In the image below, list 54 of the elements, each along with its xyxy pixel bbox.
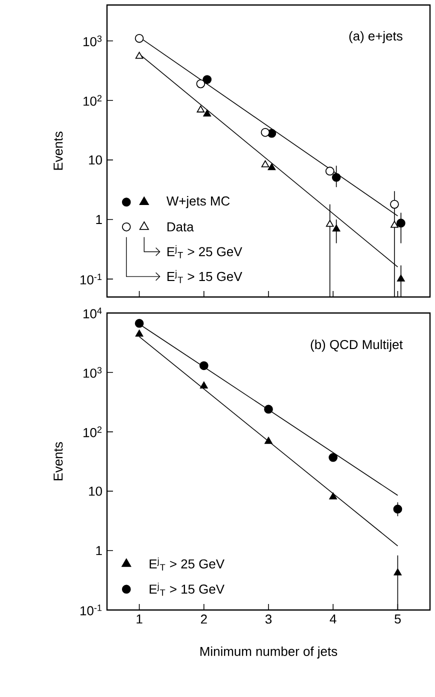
legend-label: Data (167, 222, 194, 232)
legend-label: E$^{j}$$_{T}$ > 15 GeV (150, 582, 224, 596)
point (390, 220, 398, 228)
legend-label: E$^{j}$$_{T}$ > 25 GeV (150, 557, 224, 570)
y-tick-label: 1 (96, 546, 102, 556)
point (196, 79, 206, 88)
point (134, 318, 144, 328)
point (199, 361, 208, 370)
point (328, 453, 338, 462)
y-tick-label: 10 (89, 155, 102, 165)
point (390, 200, 399, 209)
point (396, 218, 406, 228)
y-tick-label: 10$^{2}$ (84, 426, 102, 438)
point (332, 172, 341, 182)
point (332, 224, 340, 232)
text: (a) e+jets (349, 31, 402, 44)
point (202, 75, 212, 84)
x-tick-label: 1 (136, 614, 142, 624)
y-tick-label: 10$^{2}$ (84, 95, 102, 106)
point (326, 220, 334, 227)
point (394, 568, 402, 576)
x-tick-label: 5 (394, 614, 401, 624)
point (397, 274, 405, 282)
point (393, 504, 402, 514)
point (200, 382, 208, 388)
point (135, 330, 144, 337)
text: (b) QCD Multijet (310, 340, 403, 352)
y-tick-label: 1 (96, 215, 102, 224)
y-tick-label: 10$^{3}$ (84, 35, 102, 46)
x-axis-title: Minimum number of jets (200, 646, 338, 659)
annotation: E$^{j}$$_{T}$ > 15 GeV (167, 270, 242, 284)
y-tick-label: 10 (89, 486, 102, 496)
y-tick-label: 10$^{3}$ (84, 367, 102, 378)
x-tick-label: 4 (330, 614, 336, 624)
x-tick-label: 3 (265, 614, 272, 624)
legend-label: W+jets MC (166, 196, 230, 208)
annotation: E$^{j}$$_{T}$ > 25 GeV (167, 245, 242, 258)
point (260, 128, 270, 137)
point (134, 34, 144, 43)
x-tick-label: 2 (200, 614, 207, 624)
y-tick-label: 10$^{-1}$ (80, 604, 102, 616)
y-tick-label: 10$^{-1}$ (80, 274, 102, 284)
y-axis-title: Events (54, 132, 63, 170)
point (329, 492, 338, 500)
point (264, 404, 273, 414)
point (264, 436, 272, 444)
point (135, 52, 144, 59)
point (196, 106, 205, 112)
point (203, 110, 212, 116)
point (268, 163, 276, 170)
y-axis-title: Events (54, 442, 63, 480)
point (261, 160, 270, 168)
point (325, 166, 334, 176)
y-tick-label: 10$^{4}$ (84, 308, 102, 318)
